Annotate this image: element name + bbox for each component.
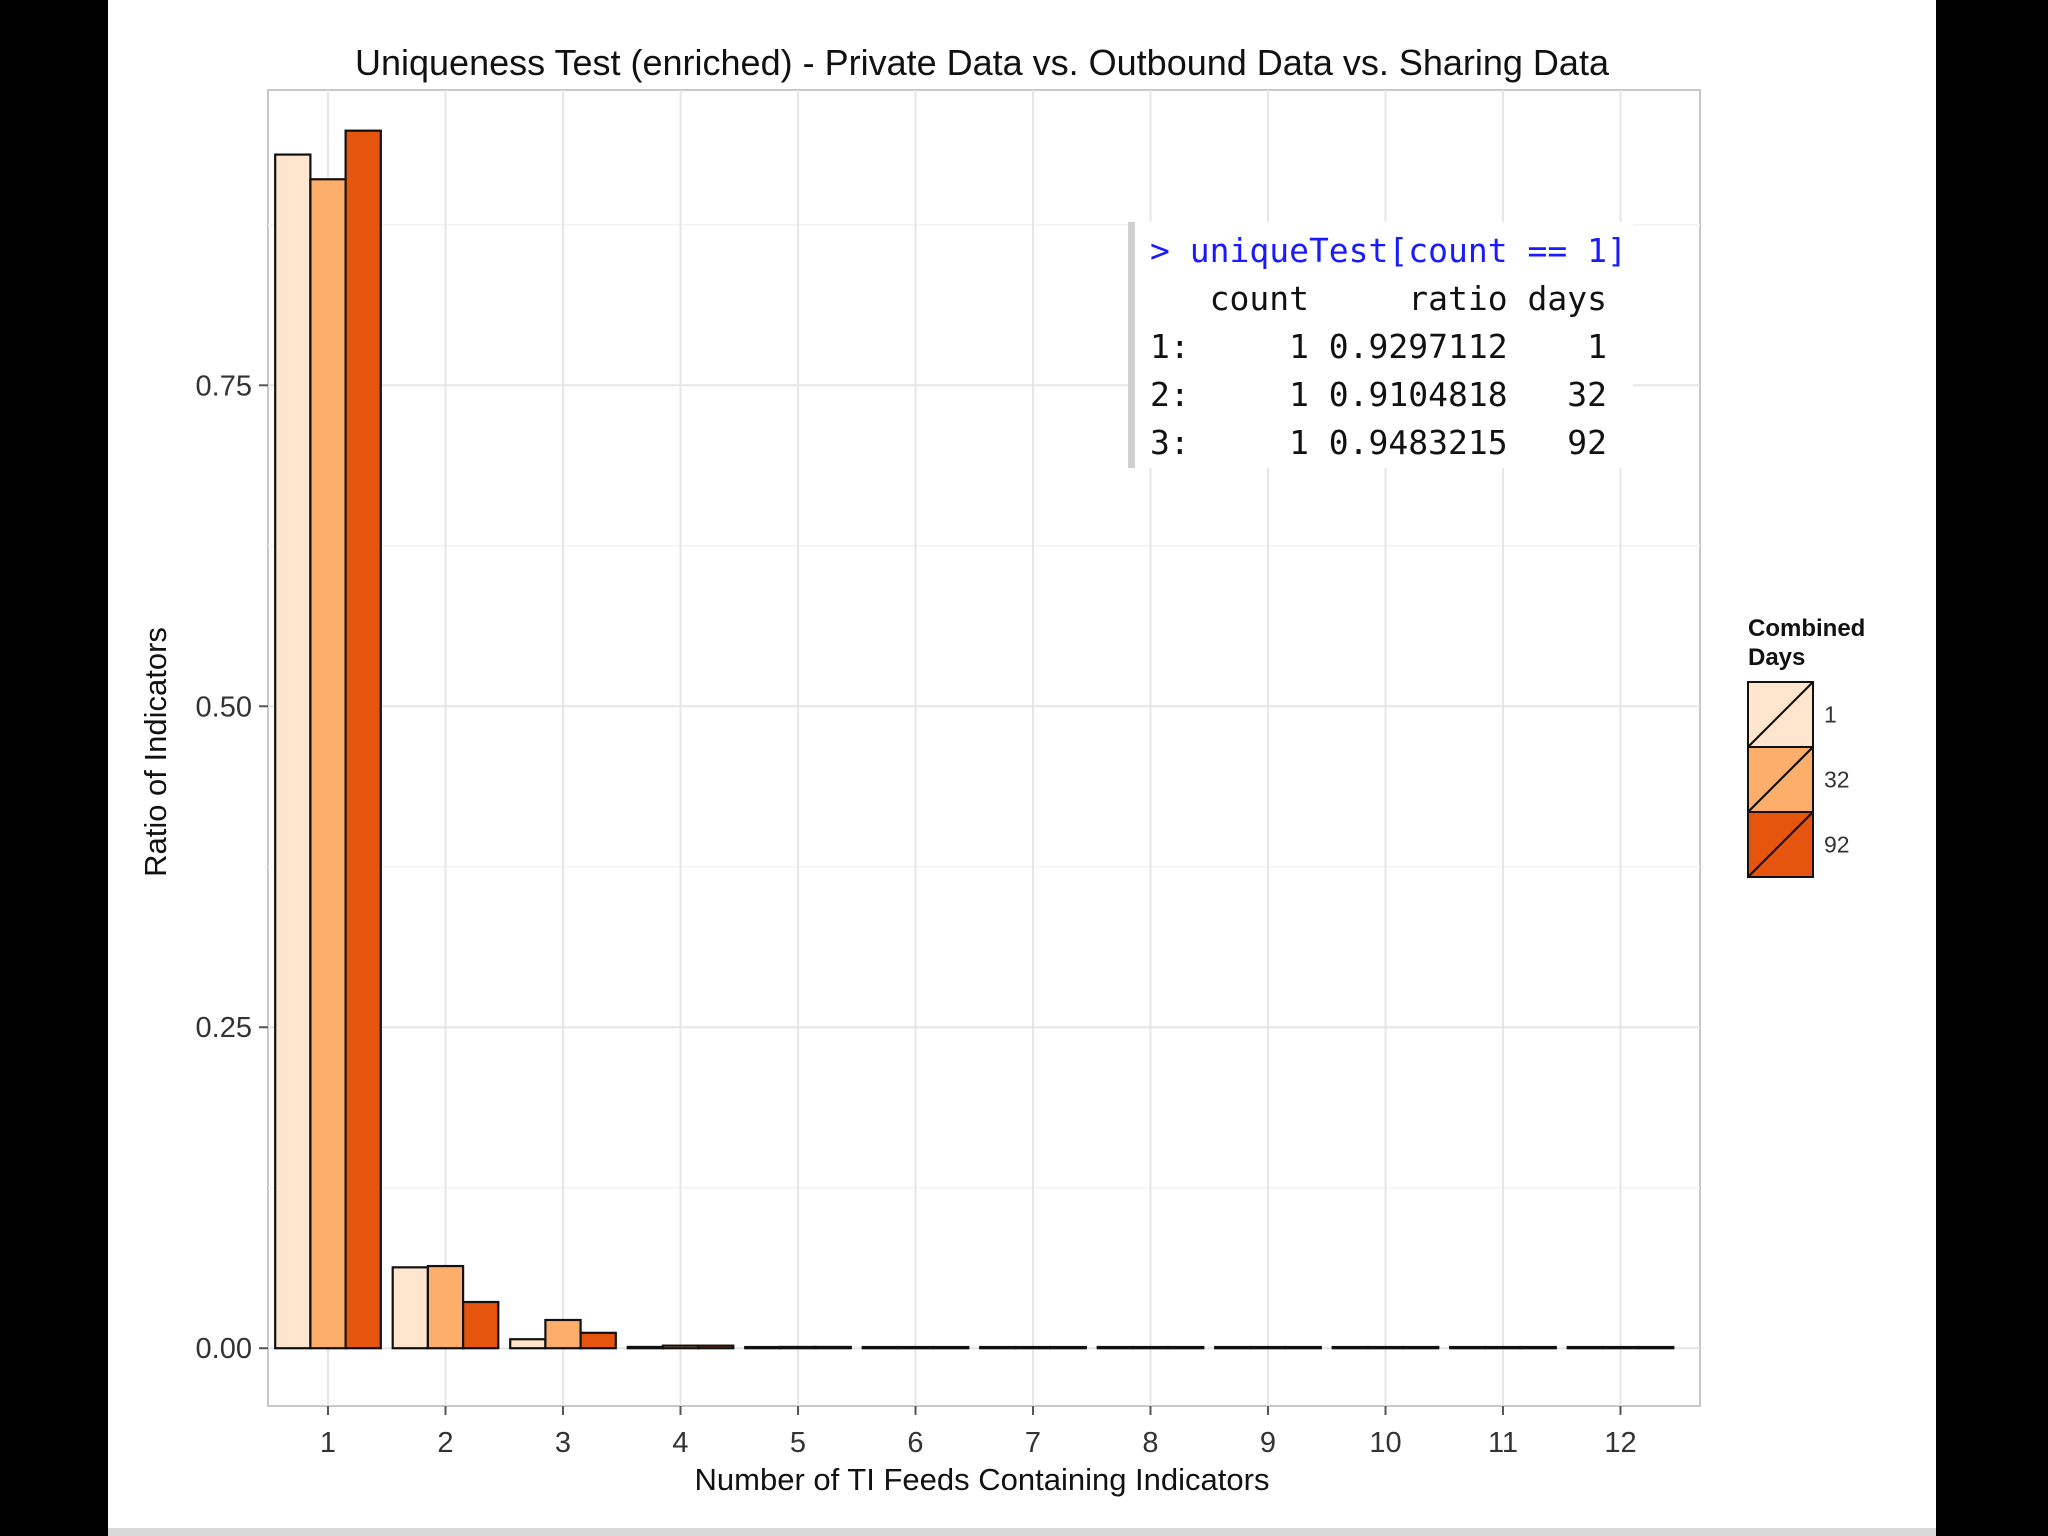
bar-series-32-cat-7: [1014, 1345, 1052, 1350]
legend-keys: 1 32 92: [1747, 681, 1850, 878]
bar-series-32-cat-2: [426, 1264, 465, 1350]
bars: [274, 129, 1675, 1350]
console-background: [1128, 222, 1633, 468]
bar-series-1-cat-2: [391, 1266, 430, 1350]
bar-series-1-cat-6: [861, 1345, 900, 1350]
y-tick-label: 0.00: [196, 1333, 252, 1365]
legend-title-line-2: Days: [1748, 644, 1805, 671]
bar-series-32-cat-5: [779, 1345, 817, 1350]
bar-series-1-cat-3: [509, 1338, 547, 1350]
bar-series-32-cat-8: [1131, 1345, 1170, 1350]
console-header: count ratio days: [1150, 279, 1607, 318]
x-tick-label: 12: [1604, 1427, 1636, 1459]
y-tick-label: 0.50: [196, 691, 252, 723]
bar-series-1-cat-9: [1214, 1345, 1252, 1350]
chart-title: Uniqueness Test (enriched) - Private Dat…: [355, 42, 1610, 83]
bar-series-32-cat-12: [1601, 1345, 1640, 1350]
x-tick-label: 2: [437, 1427, 453, 1459]
console-command: > uniqueTest[count == 1]: [1150, 231, 1627, 270]
bar-series-92-cat-12: [1636, 1345, 1675, 1350]
bar-series-92-cat-10: [1401, 1345, 1440, 1350]
legend-key-slash: [1747, 681, 1814, 748]
bar-series-92-cat-11: [1519, 1345, 1557, 1350]
legend-label-1: 1: [1824, 702, 1837, 728]
bar-series-32-cat-6: [896, 1345, 935, 1350]
x-tick-label: 11: [1488, 1427, 1518, 1459]
legend-label-32: 32: [1824, 767, 1850, 793]
bar-series-1-cat-8: [1096, 1345, 1134, 1350]
bar-series-32-cat-11: [1484, 1345, 1522, 1350]
bar-series-92-cat-2: [462, 1300, 500, 1350]
bar-series-1-cat-10: [1331, 1345, 1369, 1350]
bar-series-1-cat-1: [274, 153, 312, 1350]
console-row: 1: 1 0.9297112 1: [1150, 327, 1607, 366]
bar-series-32-cat-4: [661, 1344, 700, 1350]
bar-series-1-cat-12: [1566, 1345, 1604, 1350]
bar-series-32-cat-3: [544, 1318, 582, 1350]
x-tick-label: 9: [1260, 1427, 1276, 1459]
legend: Combined Days 1 32 92: [1747, 615, 1865, 878]
legend-title-line-1: Combined: [1748, 615, 1865, 642]
console-left-rule: [1128, 222, 1135, 468]
x-tick-label: 8: [1142, 1427, 1158, 1459]
bar-series-1-cat-4: [626, 1345, 665, 1350]
y-tick-label: 0.25: [196, 1012, 252, 1044]
console-overlay: > uniqueTest[count == 1] count ratio day…: [1128, 222, 1633, 468]
y-axis: 0.00 0.25 0.50 0.75: [196, 370, 268, 1365]
bar-series-92-cat-1: [344, 129, 382, 1350]
bar-series-92-cat-3: [579, 1331, 617, 1350]
legend-key-slash: [1747, 811, 1814, 878]
x-axis: 1 2 3 4 5 6 7 8 9 10 11 12: [320, 1406, 1637, 1459]
legend-label-92: 92: [1824, 832, 1850, 858]
x-tick-label: 10: [1369, 1427, 1401, 1459]
bar-series-1-cat-5: [744, 1345, 782, 1350]
x-tick-label: 7: [1025, 1427, 1041, 1459]
y-axis-title: Ratio of Indicators: [138, 627, 173, 877]
bar-series-32-cat-10: [1366, 1345, 1405, 1350]
x-tick-label: 3: [555, 1427, 571, 1459]
console-row: 3: 1 0.9483215 92: [1150, 423, 1607, 462]
console-row: 2: 1 0.9104818 32: [1150, 375, 1607, 414]
bar-series-92-cat-9: [1284, 1345, 1322, 1350]
figure-bottom-strip: [108, 1528, 1936, 1536]
bar-series-92-cat-7: [1049, 1345, 1087, 1350]
bar-series-92-cat-6: [931, 1345, 970, 1350]
bar-series-92-cat-5: [814, 1345, 852, 1350]
x-tick-label: 1: [320, 1427, 336, 1459]
legend-key-slash: [1747, 746, 1814, 813]
bar-series-1-cat-11: [1449, 1345, 1487, 1350]
bar-series-1-cat-7: [979, 1345, 1017, 1350]
x-tick-label: 6: [907, 1427, 923, 1459]
bar-series-32-cat-1: [309, 178, 347, 1350]
x-axis-title: Number of TI Feeds Containing Indicators: [695, 1462, 1270, 1497]
bar-series-32-cat-9: [1249, 1345, 1287, 1350]
bar-series-92-cat-4: [696, 1344, 735, 1350]
x-tick-label: 4: [672, 1427, 688, 1459]
bar-series-92-cat-8: [1166, 1345, 1205, 1350]
y-tick-label: 0.75: [196, 370, 252, 402]
x-tick-label: 5: [790, 1427, 806, 1459]
